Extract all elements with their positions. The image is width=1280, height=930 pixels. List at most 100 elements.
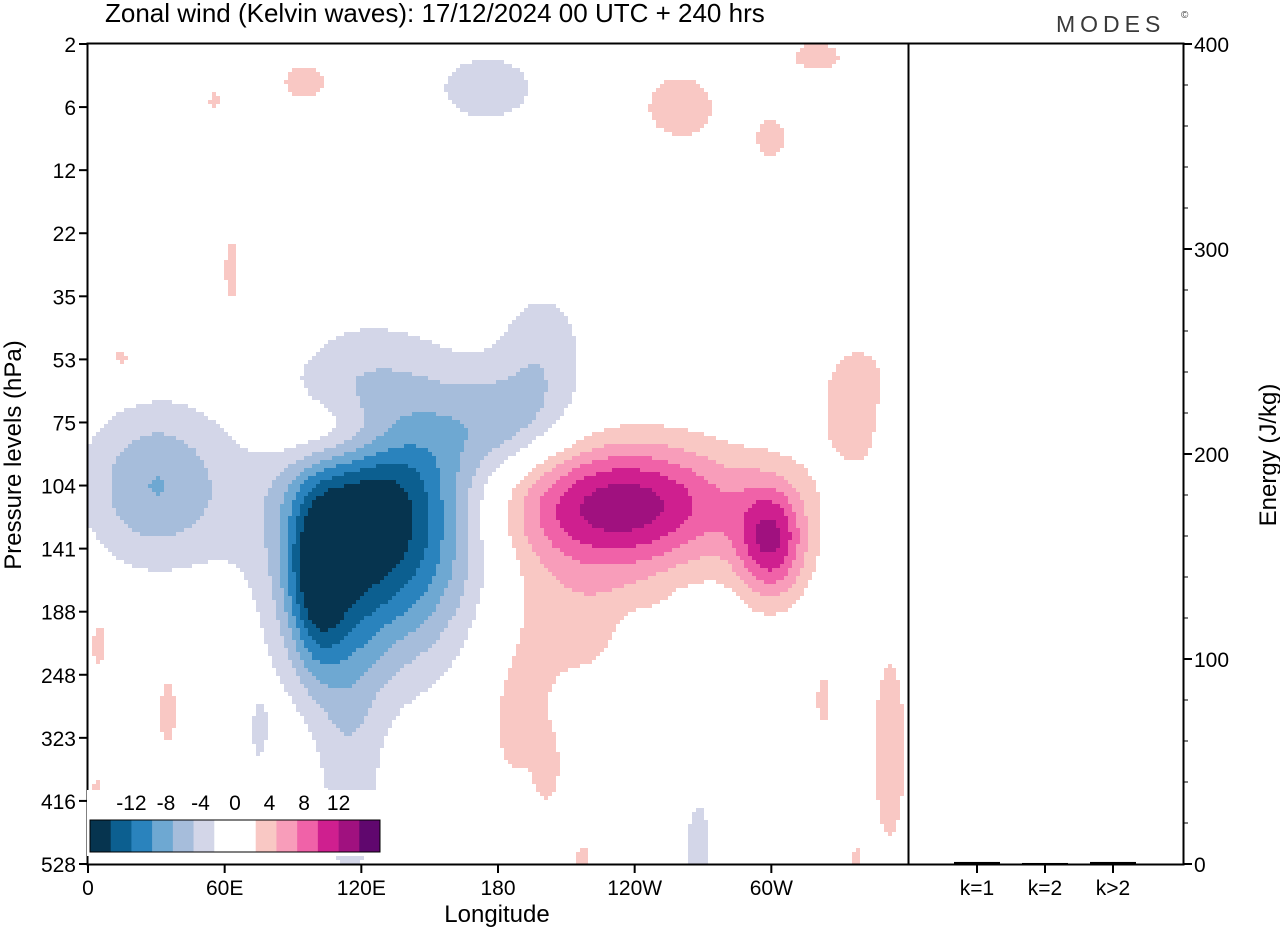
heatmap-cell <box>452 472 456 476</box>
heatmap-cell <box>624 468 628 472</box>
heatmap-cell <box>488 352 492 356</box>
heatmap-cell <box>528 404 532 408</box>
heatmap-cell <box>172 480 176 484</box>
heatmap-cell <box>536 404 540 408</box>
heatmap-cell <box>120 428 124 432</box>
heatmap-cell <box>800 472 804 476</box>
heatmap-cell <box>308 364 312 368</box>
heatmap-cell <box>684 84 688 88</box>
heatmap-cell <box>424 404 428 408</box>
heatmap-cell <box>508 420 512 424</box>
heatmap-cell <box>372 360 376 364</box>
heatmap-cell <box>552 332 556 336</box>
heatmap-cell <box>728 452 732 456</box>
heatmap-cell <box>416 388 420 392</box>
heatmap-cell <box>448 76 452 80</box>
heatmap-cell <box>336 336 340 340</box>
heatmap-cell <box>656 424 660 428</box>
heatmap-cell <box>488 84 492 88</box>
heatmap-cell <box>848 408 852 412</box>
heatmap-cell <box>388 484 392 488</box>
heatmap-cell <box>228 244 232 248</box>
heatmap-cell <box>356 340 360 344</box>
heatmap-cell <box>716 472 720 476</box>
heatmap-cell <box>388 472 392 476</box>
heatmap-cell <box>116 432 120 436</box>
heatmap-cell <box>152 468 156 472</box>
heatmap-cell <box>548 488 552 492</box>
heatmap-cell <box>448 392 452 396</box>
heatmap-cell <box>228 460 232 464</box>
heatmap-cell <box>432 348 436 352</box>
heatmap-cell <box>472 88 476 92</box>
heatmap-cell <box>836 372 840 376</box>
heatmap-cell <box>388 348 392 352</box>
heatmap-cell <box>536 400 540 404</box>
heatmap-cell <box>848 400 852 404</box>
heatmap-cell <box>188 420 192 424</box>
heatmap-cell <box>516 316 520 320</box>
heatmap-cell <box>488 428 492 432</box>
heatmap-cell <box>532 480 536 484</box>
heatmap-cell <box>104 484 108 488</box>
heatmap-cell <box>140 424 144 428</box>
heatmap-cell <box>292 460 296 464</box>
heatmap-cell <box>376 364 380 368</box>
heatmap-cell <box>568 476 572 480</box>
heatmap-cell <box>156 476 160 480</box>
heatmap-cell <box>680 468 684 472</box>
heatmap-cell <box>552 384 556 388</box>
heatmap-cell <box>328 340 332 344</box>
heatmap-cell <box>504 96 508 100</box>
heatmap-cell <box>112 452 116 456</box>
heatmap-cell <box>516 384 520 388</box>
heatmap-cell <box>376 400 380 404</box>
heatmap-cell <box>152 476 156 480</box>
heatmap-cell <box>364 392 368 396</box>
heatmap-cell <box>680 460 684 464</box>
heatmap-cell <box>464 396 468 400</box>
heatmap-cell <box>372 336 376 340</box>
heatmap-cell <box>844 384 848 388</box>
heatmap-cell <box>660 460 664 464</box>
heatmap-cell <box>188 424 192 428</box>
heatmap-cell <box>112 476 116 480</box>
heatmap-cell <box>524 420 528 424</box>
heatmap-cell <box>856 364 860 368</box>
heatmap-cell <box>476 364 480 368</box>
heatmap-cell <box>776 476 780 480</box>
heatmap-cell <box>540 340 544 344</box>
heatmap-cell <box>112 468 116 472</box>
heatmap-cell <box>692 468 696 472</box>
heatmap-cell <box>488 456 492 460</box>
heatmap-cell <box>448 472 452 476</box>
heatmap-cell <box>328 480 332 484</box>
heatmap-cell <box>564 384 568 388</box>
heatmap-cell <box>168 488 172 492</box>
heatmap-cell <box>672 444 676 448</box>
heatmap-cell <box>196 448 200 452</box>
heatmap-cell <box>656 120 660 124</box>
heatmap-cell <box>304 76 308 80</box>
heatmap-cell <box>324 448 328 452</box>
heatmap-cell <box>252 456 256 460</box>
heatmap-cell <box>484 420 488 424</box>
heatmap-cell <box>356 336 360 340</box>
heatmap-cell <box>528 400 532 404</box>
heatmap-cell <box>620 428 624 432</box>
heatmap-cell <box>556 384 560 388</box>
heatmap-cell <box>524 380 528 384</box>
heatmap-cell <box>488 392 492 396</box>
heatmap-cell <box>392 432 396 436</box>
heatmap-cell <box>124 476 128 480</box>
heatmap-cell <box>400 332 404 336</box>
heatmap-cell <box>560 316 564 320</box>
heatmap-cell <box>340 452 344 456</box>
heatmap-cell <box>336 396 340 400</box>
heatmap-cell <box>464 76 468 80</box>
heatmap-cell <box>772 140 776 144</box>
heatmap-cell <box>120 456 124 460</box>
heatmap-cell <box>464 104 468 108</box>
heatmap-cell <box>476 464 480 468</box>
heatmap-cell <box>128 476 132 480</box>
